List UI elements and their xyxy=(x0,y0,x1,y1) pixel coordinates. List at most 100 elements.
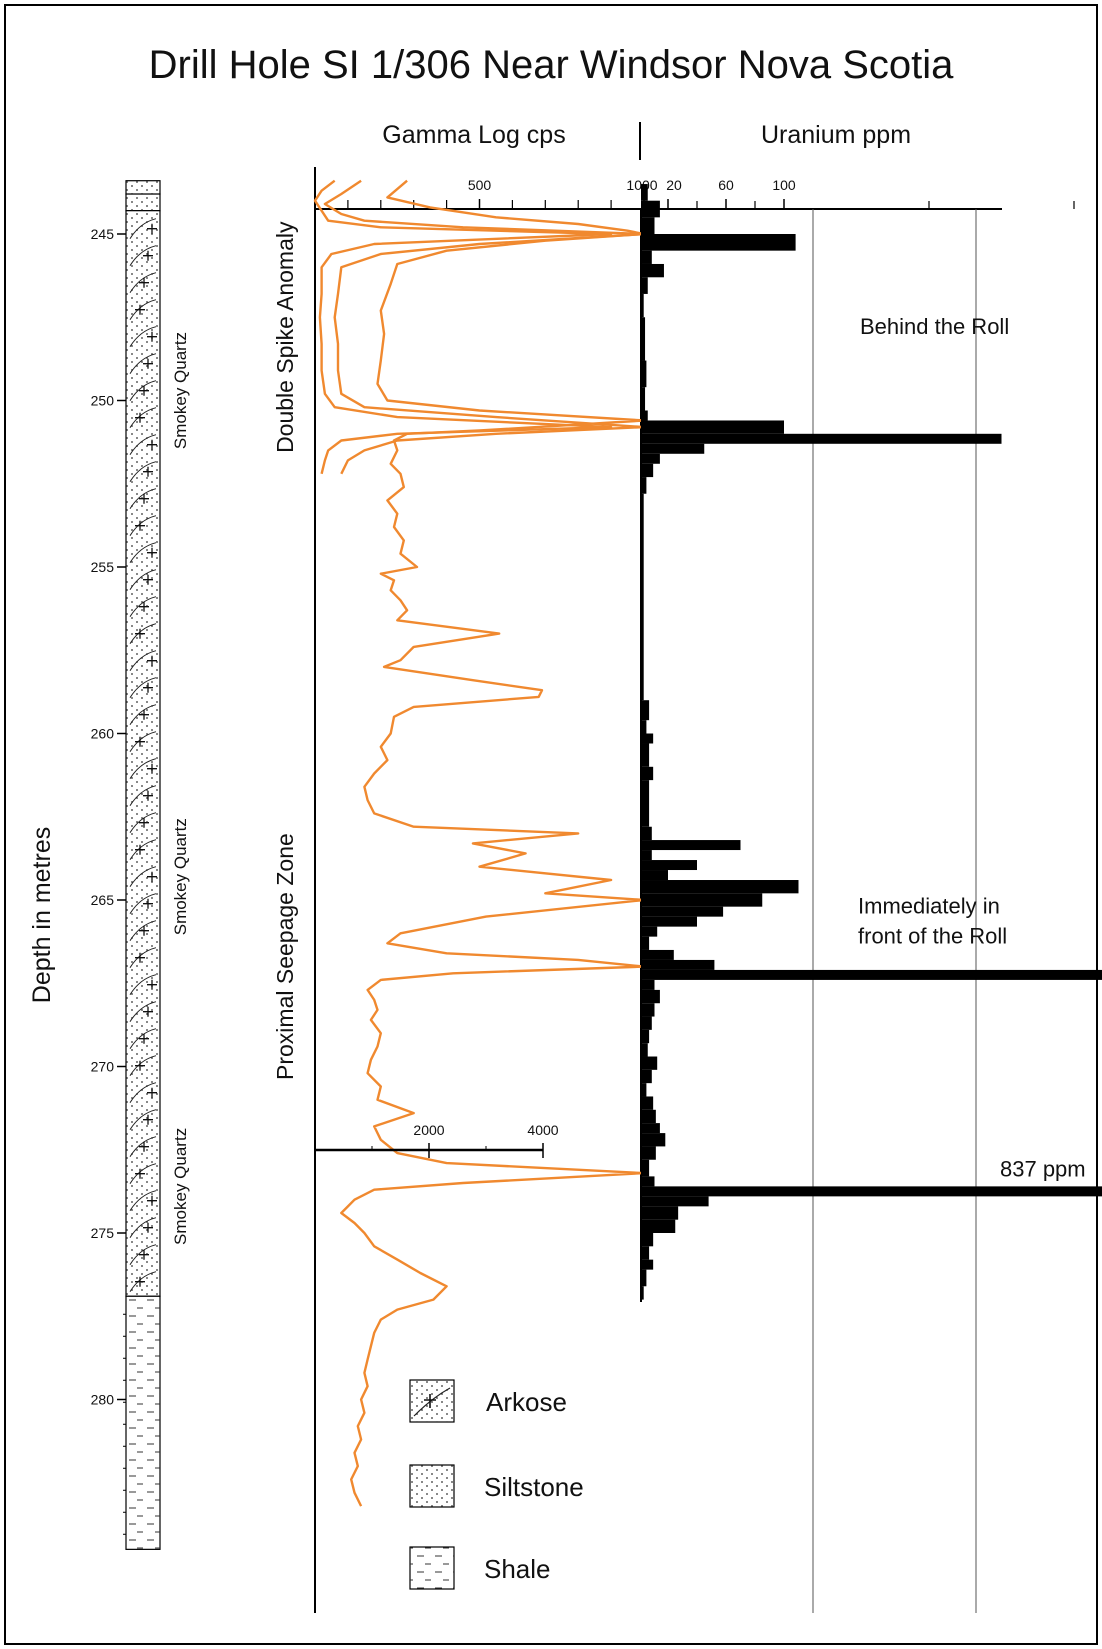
zone-label: Proximal Seepage Zone xyxy=(272,833,298,1080)
arkose-cross-mark xyxy=(147,547,157,558)
arkose-grain-arc xyxy=(129,1244,157,1265)
arkose-cross-mark xyxy=(135,304,145,315)
arkose-cross-mark xyxy=(143,898,153,909)
uranium-bar xyxy=(641,410,648,421)
arkose-cross-mark xyxy=(147,223,157,234)
legend-label: Siltstone xyxy=(484,1472,584,1502)
arkose-grain-arc xyxy=(129,947,157,968)
arkose-cross-mark xyxy=(147,655,157,666)
depth-axis: 245 250 255 260 265 270 275 280 xyxy=(91,226,126,1408)
uranium-bar xyxy=(641,1186,1102,1197)
arkose-cross-mark xyxy=(139,925,149,936)
arkose-cross-mark xyxy=(135,412,145,423)
uranium-bar xyxy=(641,420,784,434)
gamma-tick-label: 500 xyxy=(468,177,492,193)
uranium-bar xyxy=(641,989,660,1004)
uranium-bar xyxy=(641,720,647,734)
uranium-bar xyxy=(641,1176,655,1187)
arkose-grain-arc xyxy=(129,1217,157,1238)
uranium-bar xyxy=(641,840,741,851)
lithology-label: Smokey Quartz xyxy=(171,1128,190,1245)
arkose-cross-mark xyxy=(143,682,153,693)
gamma-header: Gamma Log cps xyxy=(382,121,565,149)
arkose-cross-mark xyxy=(139,385,149,396)
arkose-cross-mark xyxy=(143,466,153,477)
annotation: 837 ppm xyxy=(1000,1156,1086,1181)
legend-pattern-shale xyxy=(410,1547,454,1589)
uranium-bar xyxy=(641,766,654,781)
arkose-cross-mark xyxy=(143,574,153,585)
depth-tick-label: 260 xyxy=(91,726,115,742)
uranium-bar xyxy=(641,453,660,464)
uranium-bar xyxy=(641,1029,650,1044)
arkose-cross-mark xyxy=(135,1060,145,1071)
inset-tick-label: 4000 xyxy=(527,1122,558,1138)
uranium-bar xyxy=(641,1083,647,1097)
arkose-cross-mark xyxy=(147,763,157,774)
gamma-curve-2 xyxy=(323,179,646,475)
arkose-grain-arc xyxy=(129,299,157,320)
uranium-bar xyxy=(641,979,655,990)
arkose-cross-mark xyxy=(135,628,145,639)
arkose-grain-arc xyxy=(129,704,157,725)
uranium-bar xyxy=(641,1233,654,1247)
uranium-bar xyxy=(641,1003,655,1017)
depth-tick-label: 255 xyxy=(91,559,115,575)
arkose-cross-mark xyxy=(135,520,145,531)
arkose-grain-arc xyxy=(129,758,157,779)
uranium-bar xyxy=(641,1246,650,1260)
arkose-grain-arc xyxy=(129,812,157,833)
arkose-grain-arc xyxy=(129,1028,157,1049)
uranium-bar xyxy=(641,959,715,970)
uranium-bars xyxy=(641,184,1102,1300)
arkose-cross-mark xyxy=(143,1006,153,1017)
arkose-grain-arc xyxy=(129,461,157,482)
lithology-pattern-siltstone xyxy=(126,194,160,211)
arkose-grain-arc xyxy=(129,407,157,428)
uranium-bar xyxy=(641,317,646,361)
lithology-labels: Smokey Quartz Smokey Quartz Smokey Quartz xyxy=(171,332,190,1245)
depth-tick-label: 275 xyxy=(91,1225,115,1241)
uranium-bar xyxy=(641,443,705,454)
uranium-bar xyxy=(641,1096,654,1110)
uranium-bar xyxy=(641,234,796,251)
zone-labels: Double Spike Anomaly Proximal Seepage Zon… xyxy=(272,221,298,1080)
arkose-grain-arc xyxy=(129,326,157,347)
uranium-bar xyxy=(641,926,658,937)
figure-frame xyxy=(4,4,1098,1645)
uranium-bar xyxy=(641,893,763,907)
annotation: Immediately in front of the Roll xyxy=(858,893,1007,948)
legend-label: Shale xyxy=(484,1554,551,1584)
uranium-tick-label: 100 xyxy=(772,177,796,193)
arkose-cross-mark xyxy=(135,1168,145,1179)
annotation-line: 837 ppm xyxy=(1000,1156,1086,1181)
arkose-grain-arc xyxy=(129,893,157,914)
arkose-grain-arc xyxy=(129,353,157,374)
arkose-cross-mark xyxy=(135,1276,145,1287)
arkose-grain-arc xyxy=(129,1109,157,1130)
annotation: Behind the Roll xyxy=(860,314,1009,339)
uranium-bar xyxy=(641,277,648,294)
arkose-grain-arc xyxy=(129,380,157,401)
legend-arkose-cross xyxy=(424,1394,436,1408)
inset-tick-label: 2000 xyxy=(413,1122,444,1138)
arkose-cross-mark xyxy=(139,709,149,720)
uranium-bar xyxy=(641,826,652,841)
lithology-pattern-shale xyxy=(126,1296,160,1550)
depth-tick-label: 265 xyxy=(91,892,115,908)
uranium-bar xyxy=(641,969,1102,980)
arkose-cross-mark xyxy=(143,358,153,369)
annotations: Behind the Roll Immediately in front of th… xyxy=(858,314,1086,1181)
arkose-cross-mark xyxy=(139,601,149,612)
arkose-cross-mark xyxy=(143,1114,153,1125)
arkose-grain-arc xyxy=(129,974,157,995)
arkose-grain-arc xyxy=(129,731,157,752)
arkose-grain-arc xyxy=(129,650,157,671)
y-axis-label: Depth in metres xyxy=(28,827,56,1003)
uranium-bar xyxy=(641,860,697,871)
arkose-cross-mark xyxy=(147,1195,157,1206)
uranium-bar xyxy=(641,949,674,960)
arkose-grain-arc xyxy=(129,272,157,293)
uranium-bar xyxy=(641,184,648,201)
